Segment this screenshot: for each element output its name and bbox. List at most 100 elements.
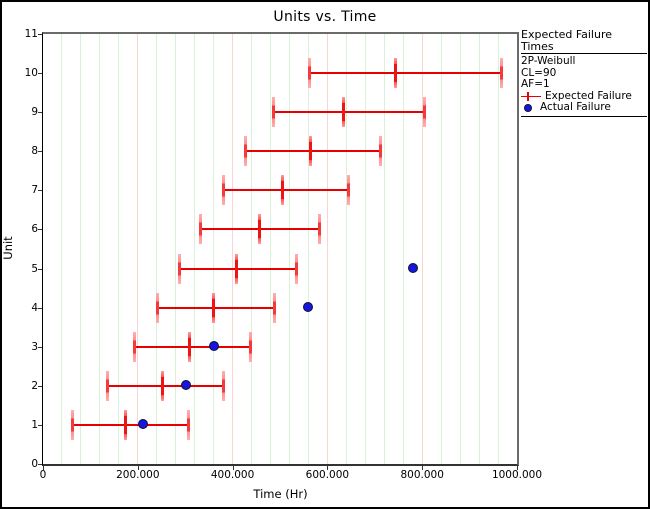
x-axis-tick	[232, 466, 234, 470]
errorbar-icon	[521, 91, 541, 101]
expected-failure-bar	[245, 150, 381, 153]
legend-item-label: Actual Failure	[540, 101, 611, 113]
gridline-minor	[270, 34, 272, 464]
error-cap-low	[243, 136, 247, 167]
gridline-minor	[99, 34, 101, 464]
legend-model-line: 2P-Weibull	[521, 55, 576, 67]
error-cap-low	[221, 175, 225, 206]
gridline-minor	[213, 34, 215, 464]
y-tick-label: 9	[31, 106, 38, 119]
gridline-minor	[364, 34, 366, 464]
legend: Expected Failure Times 2P-Weibull CL=90 …	[521, 29, 647, 117]
legend-cl-line: CL=90	[521, 66, 557, 79]
gridline-minor	[402, 34, 404, 464]
gridline-minor	[459, 34, 461, 464]
plot-area	[42, 32, 519, 466]
expected-failure-bar	[309, 72, 502, 75]
gridline-major	[421, 34, 423, 464]
expected-failure-bar	[72, 423, 189, 426]
median-tick	[211, 292, 215, 323]
expected-failure-bar	[273, 111, 425, 114]
y-tick-label: 5	[31, 262, 38, 275]
error-cap-low	[271, 97, 275, 128]
x-tick-label: 600.000	[305, 469, 350, 481]
x-tick-label: 1000.000	[491, 469, 543, 481]
y-tick-label: 8	[31, 145, 38, 158]
legend-title: Expected Failure Times	[521, 29, 647, 54]
error-cap-high	[422, 97, 426, 128]
x-axis-title: Time (Hr)	[253, 487, 308, 501]
y-tick-label: 1	[31, 418, 38, 431]
y-axis-tick	[38, 34, 42, 35]
expected-failure-bar	[179, 267, 297, 270]
error-cap-high	[318, 214, 322, 245]
x-axis-tick	[517, 466, 518, 470]
median-tick	[280, 175, 284, 206]
error-cap-high	[272, 292, 276, 323]
gridline-minor	[307, 34, 309, 464]
gridline-major	[137, 34, 139, 464]
y-axis-tick	[38, 229, 42, 231]
gridline-minor	[80, 34, 82, 464]
chart-title: Units vs. Time	[273, 9, 377, 25]
median-tick	[308, 136, 312, 167]
y-tick-label: 0	[31, 458, 38, 470]
y-axis-tick	[38, 73, 42, 75]
x-axis-tick	[422, 466, 424, 470]
gridline-minor	[497, 34, 499, 464]
y-axis-tick	[38, 151, 42, 153]
median-tick	[257, 214, 261, 245]
expected-failure-bar	[134, 345, 251, 348]
gridline-minor	[251, 34, 253, 464]
y-axis-tick	[38, 424, 42, 426]
median-tick	[341, 97, 345, 128]
y-axis-tick	[38, 346, 42, 348]
error-cap-low	[308, 58, 312, 89]
gridline-minor	[61, 34, 63, 464]
error-cap-high	[347, 175, 351, 206]
error-cap-low	[132, 331, 136, 362]
x-axis-tick	[327, 466, 329, 470]
x-tick-label: 200.000	[116, 469, 160, 481]
error-cap-high	[295, 253, 299, 284]
actual-failure-point	[137, 419, 148, 430]
y-axis-tick	[38, 268, 42, 270]
error-cap-low	[178, 253, 182, 284]
y-tick-label: 2	[31, 379, 38, 392]
gridline-major	[326, 34, 328, 464]
dot-icon	[524, 103, 532, 112]
x-tick-label: 800.000	[400, 469, 444, 481]
legend-item-expected-failure: Expected Failure	[521, 89, 647, 103]
error-cap-high	[221, 370, 225, 401]
gridline-minor	[383, 34, 385, 464]
gridline-minor	[118, 34, 120, 464]
y-tick-label: 7	[31, 184, 38, 197]
gridline-minor	[156, 34, 158, 464]
error-cap-high	[248, 331, 252, 362]
x-tick-label: 0	[39, 469, 47, 481]
x-axis-tick	[43, 466, 44, 470]
y-tick-label: 6	[31, 223, 38, 236]
legend-item-label: Expected Failure	[545, 89, 632, 102]
gridline-minor	[345, 34, 347, 464]
median-tick	[394, 58, 398, 89]
gridline-major	[232, 34, 234, 464]
gridline-minor	[478, 34, 480, 464]
actual-failure-point	[407, 263, 418, 274]
y-axis-tick	[38, 307, 42, 309]
error-cap-high	[500, 58, 504, 89]
expected-failure-bar	[223, 189, 349, 192]
x-axis-tick	[137, 466, 139, 470]
gridline-minor	[440, 34, 442, 464]
y-axis-tick	[38, 464, 42, 465]
gridline-minor	[288, 34, 290, 464]
y-tick-label: 10	[24, 67, 38, 80]
error-cap-low	[156, 292, 160, 323]
y-axis-tick	[38, 190, 42, 192]
actual-failure-point	[180, 380, 191, 391]
error-cap-low	[199, 214, 203, 245]
expected-failure-bar	[107, 384, 224, 387]
error-cap-high	[379, 136, 383, 167]
expected-failure-bar	[157, 306, 275, 309]
